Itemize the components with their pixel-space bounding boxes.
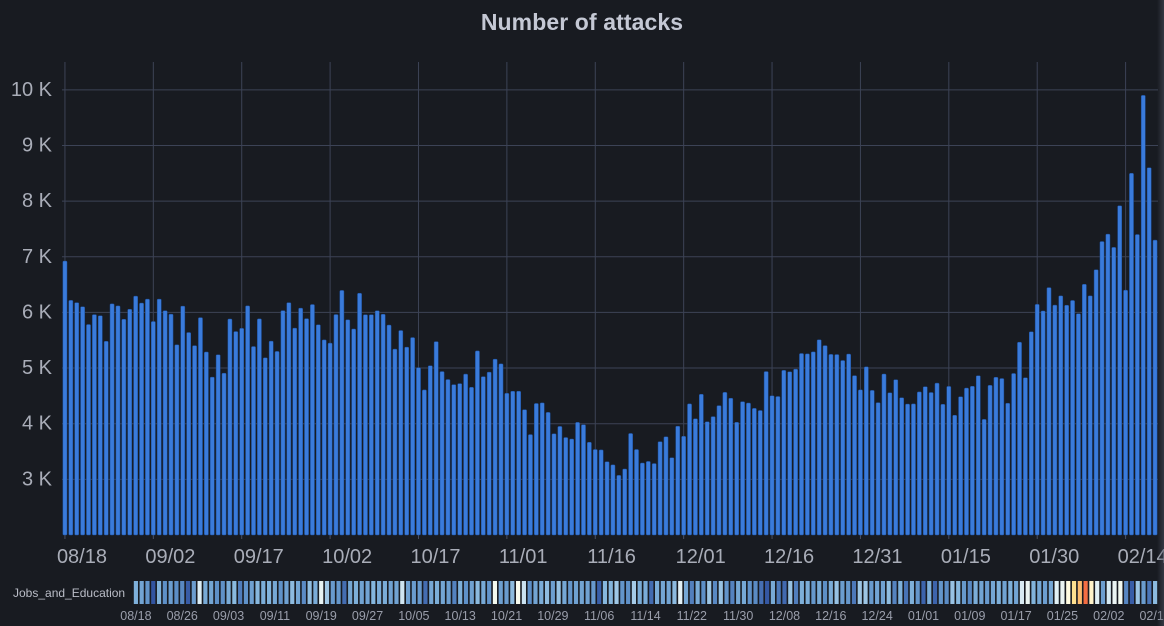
svg-text:8 K: 8 K [22, 190, 53, 212]
svg-text:4 K: 4 K [22, 413, 53, 435]
svg-text:10 K: 10 K [11, 79, 53, 101]
svg-text:08/18: 08/18 [57, 546, 107, 568]
svg-text:12/01: 12/01 [676, 546, 726, 568]
svg-text:10/13: 10/13 [445, 609, 476, 623]
svg-text:02/02: 02/02 [1093, 609, 1124, 623]
svg-text:01/25: 01/25 [1047, 609, 1078, 623]
svg-text:10/05: 10/05 [398, 609, 429, 623]
svg-text:09/17: 09/17 [234, 546, 284, 568]
svg-text:11/06: 11/06 [584, 609, 614, 623]
svg-text:10/21: 10/21 [491, 609, 522, 623]
svg-text:08/26: 08/26 [167, 609, 198, 623]
svg-text:12/16: 12/16 [815, 609, 846, 623]
svg-text:09/03: 09/03 [213, 609, 244, 623]
svg-text:12/31: 12/31 [852, 546, 902, 568]
svg-text:01/01: 01/01 [908, 609, 939, 623]
svg-text:09/27: 09/27 [352, 609, 383, 623]
svg-text:10/02: 10/02 [322, 546, 372, 568]
svg-text:08/18: 08/18 [120, 609, 151, 623]
svg-text:11/30: 11/30 [723, 609, 753, 623]
svg-text:3 K: 3 K [22, 468, 53, 490]
svg-text:11/22: 11/22 [677, 609, 707, 623]
svg-text:11/14: 11/14 [630, 609, 660, 623]
svg-text:5 K: 5 K [22, 357, 53, 379]
svg-text:09/11: 09/11 [260, 609, 290, 623]
svg-text:9 K: 9 K [22, 134, 53, 156]
svg-text:01/15: 01/15 [941, 546, 991, 568]
svg-text:09/02: 09/02 [145, 546, 195, 568]
svg-text:10/29: 10/29 [537, 609, 568, 623]
svg-text:10/17: 10/17 [410, 546, 460, 568]
svg-text:01/30: 01/30 [1029, 546, 1079, 568]
svg-text:12/16: 12/16 [764, 546, 814, 568]
svg-text:01/09: 01/09 [954, 609, 985, 623]
svg-text:11/16: 11/16 [587, 546, 636, 568]
svg-text:12/08: 12/08 [769, 609, 800, 623]
svg-text:01/17: 01/17 [1000, 609, 1031, 623]
svg-text:7 K: 7 K [22, 246, 53, 268]
svg-text:11/01: 11/01 [499, 546, 548, 568]
svg-text:09/19: 09/19 [306, 609, 337, 623]
svg-text:12/24: 12/24 [861, 609, 892, 623]
svg-text:6 K: 6 K [22, 301, 53, 323]
